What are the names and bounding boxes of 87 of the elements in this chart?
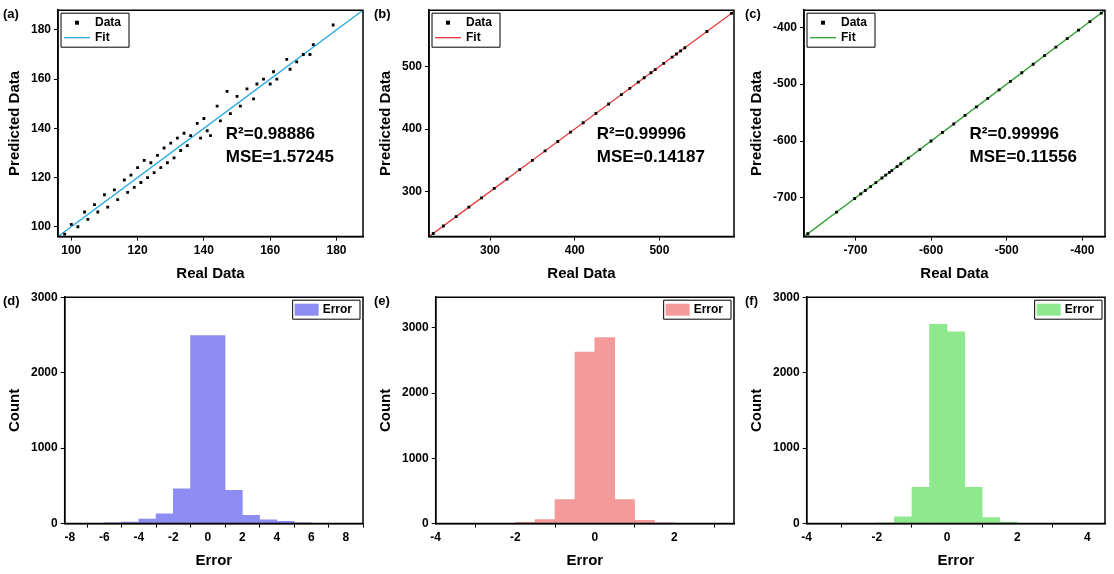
y-tick-label: 0 (422, 515, 430, 530)
y-tick-label: 300 (401, 183, 423, 198)
y-tick-label: 1000 (30, 440, 59, 455)
y-tick-label: -500 (772, 76, 798, 91)
y-tick-label: 120 (30, 169, 52, 184)
chart-title: (f) (745, 292, 758, 308)
legend-label: Fit (841, 30, 856, 45)
legend-label: Fit (466, 30, 481, 45)
y-tick-label: 0 (793, 515, 801, 530)
annotation: R²=0.98886 (225, 124, 316, 144)
annotation: MSE=1.57245 (225, 147, 334, 167)
x-tick-label: -8 (64, 530, 76, 545)
chart-title: (e) (374, 292, 390, 308)
x-axis-title: Real Data (176, 264, 246, 282)
x-tick-label: 4 (273, 530, 281, 545)
x-tick-label: -4 (133, 530, 145, 545)
y-tick-label: 400 (401, 121, 423, 136)
y-tick-label: 3000 (772, 289, 801, 304)
y-tick-label: 3000 (401, 320, 430, 335)
y-axis-title: Count (5, 388, 23, 433)
x-tick-label: -600 (919, 243, 944, 258)
annotation: R²=0.99996 (969, 124, 1059, 144)
y-tick-label: -600 (772, 133, 798, 148)
y-tick-label: 2000 (30, 364, 59, 379)
y-axis-title: Predicted Data (376, 70, 394, 176)
y-axis-title: Predicted Data (5, 70, 23, 176)
y-tick-label: 2000 (401, 385, 430, 400)
x-tick-label: -700 (843, 243, 868, 258)
legend-label: Data (841, 15, 868, 30)
x-tick-label: 4 (1084, 530, 1092, 545)
y-tick-label: 1000 (772, 440, 801, 455)
x-tick-label: -2 (871, 530, 883, 545)
x-tick-label: -4 (430, 530, 442, 545)
legend-label: Error (693, 302, 724, 317)
legend-label: Data (95, 15, 122, 30)
y-axis-title: Count (376, 388, 394, 433)
legend-label: Data (466, 15, 493, 30)
legend-label: Error (322, 302, 353, 317)
annotation: MSE=0.14187 (596, 147, 705, 167)
y-tick-label: 140 (30, 120, 52, 135)
x-tick-label: -400 (1070, 243, 1095, 258)
x-tick-label: 2 (671, 530, 678, 545)
y-tick-label: -400 (772, 19, 798, 34)
annotation: MSE=0.11556 (969, 147, 1077, 167)
x-tick-label: 0 (943, 530, 951, 545)
y-tick-label: 180 (30, 22, 52, 37)
x-tick-label: 0 (204, 530, 212, 545)
x-axis-title: Error (195, 551, 233, 569)
x-axis-title: Error (937, 551, 975, 569)
x-tick-label: -2 (167, 530, 179, 545)
y-tick-label: 500 (401, 58, 423, 73)
y-tick-label: 2000 (772, 364, 801, 379)
legend-label: Error (1064, 302, 1095, 317)
x-axis-title: Real Data (547, 264, 617, 282)
y-tick-label: 3000 (30, 289, 59, 304)
x-tick-label: 0 (591, 530, 599, 545)
x-tick-label: 300 (480, 243, 501, 258)
x-axis-title: Error (566, 551, 604, 569)
x-tick-label: -500 (994, 243, 1020, 258)
y-tick-label: 1000 (401, 450, 430, 465)
y-tick-label: 160 (30, 71, 52, 86)
y-axis-title: Count (747, 388, 765, 433)
x-tick-label: 2 (1013, 530, 1021, 545)
annotation: R²=0.99996 (596, 124, 687, 144)
y-tick-label: 100 (30, 219, 52, 234)
x-tick-label: 140 (193, 243, 215, 258)
x-tick-label: 120 (127, 243, 148, 258)
y-tick-label: -700 (772, 190, 798, 205)
chart-title: (a) (3, 5, 19, 21)
y-axis-title: Predicted Data (747, 70, 765, 176)
x-tick-label: 400 (564, 243, 586, 258)
x-tick-label: 6 (307, 530, 315, 545)
x-tick-label: -2 (509, 530, 521, 545)
x-axis-title: Real Data (920, 264, 990, 282)
x-tick-label: 100 (61, 243, 82, 258)
y-tick-label: 0 (51, 515, 59, 530)
x-tick-label: 2 (238, 530, 246, 545)
chart-title: (c) (745, 5, 761, 21)
x-tick-label: -4 (801, 530, 813, 545)
legend-label: Fit (95, 30, 110, 45)
x-tick-label: -6 (99, 530, 111, 545)
x-tick-label: 8 (342, 530, 350, 545)
x-tick-label: 500 (649, 243, 670, 258)
chart-title: (b) (374, 5, 391, 21)
x-tick-label: 160 (260, 243, 281, 258)
x-tick-label: 180 (326, 243, 347, 258)
chart-title: (d) (3, 292, 20, 308)
